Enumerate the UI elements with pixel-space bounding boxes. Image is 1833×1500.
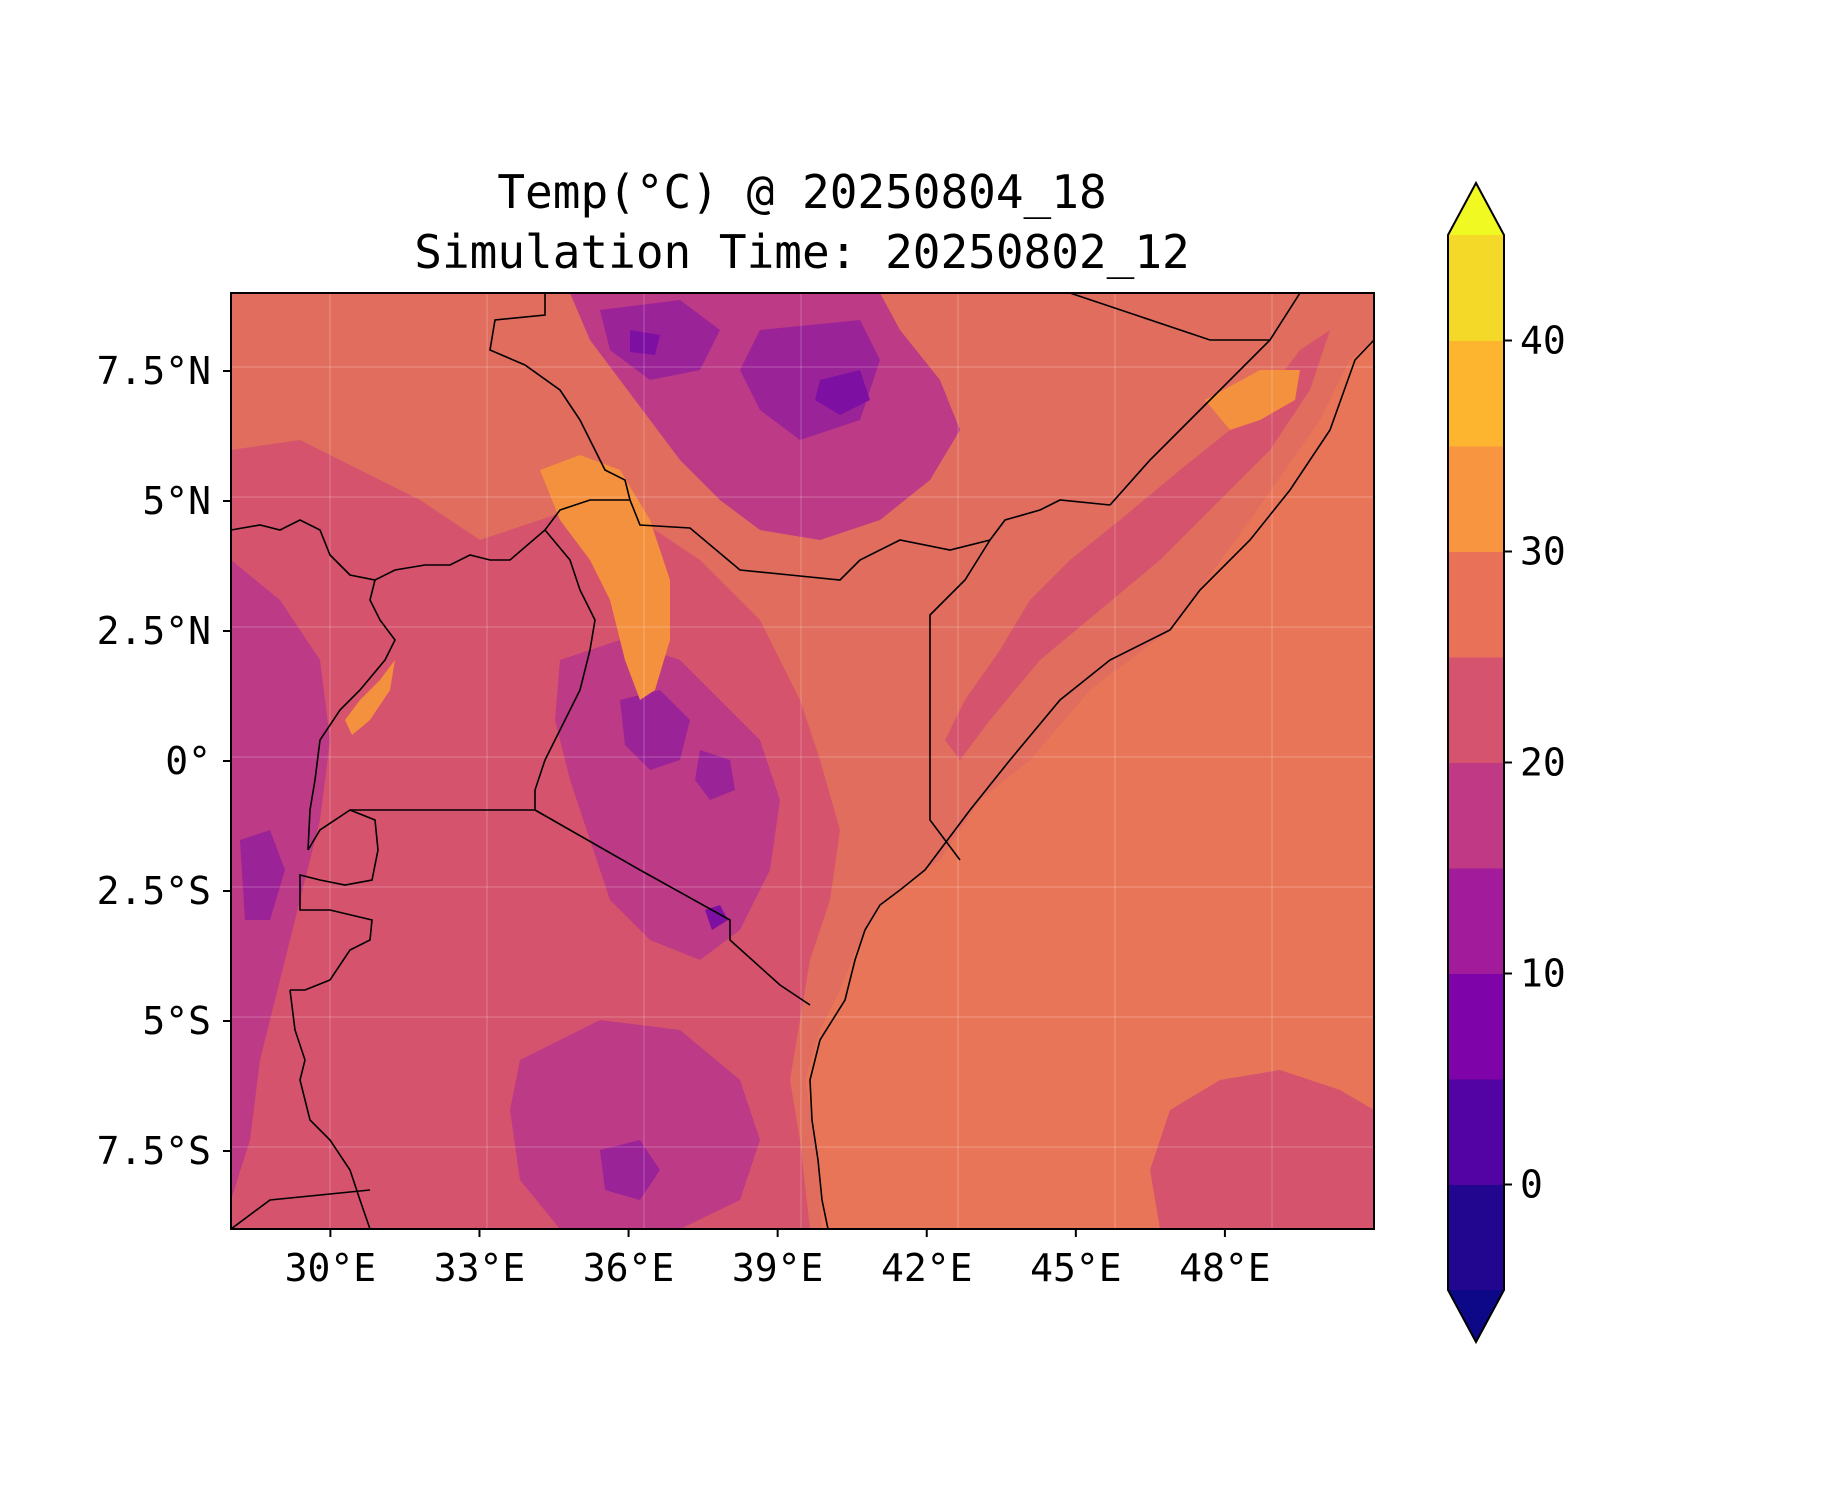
colorbar-level xyxy=(1448,657,1504,763)
kenya-tanzania-border xyxy=(534,809,811,1006)
y-tick-label: 7.5°N xyxy=(97,349,211,393)
uganda-kenya-border xyxy=(534,529,596,810)
indian-ocean-cool-patch xyxy=(1150,1070,1374,1229)
zambia-malawi-border xyxy=(231,1189,371,1229)
colorbar-tick-label: 20 xyxy=(1520,741,1566,785)
x-tick-label: 30°E xyxy=(285,1246,377,1290)
somalia-interior-band xyxy=(945,330,1330,760)
y-axis-ticks: 7.5°N 5°N 2.5°N 0° 2.5°S 5°S 7.5°S xyxy=(97,349,231,1173)
colorbar-level xyxy=(1448,551,1504,658)
colorbar-under-extension xyxy=(1448,1290,1504,1342)
y-tick-label: 5°S xyxy=(142,999,211,1043)
colorbar-outline xyxy=(1447,180,1505,1345)
turkana-hot-lowland xyxy=(540,455,670,700)
kenya-highlands-cold xyxy=(620,690,735,800)
rwanda-burundi-border xyxy=(290,809,379,991)
colorbar: 0 10 20 30 40 xyxy=(1447,180,1566,1345)
colorbar-tick-label: 40 xyxy=(1520,319,1566,363)
tanzania-southern-highlands-cold xyxy=(600,1140,660,1200)
map-title: Temp(°C) @ 20250804_18 xyxy=(497,165,1106,219)
kenya-somalia-border xyxy=(929,539,991,861)
ethiopia-kenya-border xyxy=(629,499,1111,581)
colorbar-level xyxy=(1448,1079,1504,1185)
x-tick-label: 45°E xyxy=(1030,1246,1122,1290)
map-panel xyxy=(231,293,1374,1229)
ethiopian-highlands-cold xyxy=(600,300,880,440)
y-tick-label: 2.5°N xyxy=(97,609,211,653)
colorbar-tick-label: 10 xyxy=(1520,952,1566,996)
x-tick-label: 48°E xyxy=(1179,1246,1271,1290)
colorbar-level xyxy=(1448,973,1504,1080)
kilimanjaro-peak xyxy=(705,905,728,930)
ethiopia-sudan-border xyxy=(489,293,631,501)
afar-hot-lowland xyxy=(1205,370,1300,430)
colorbar-over-extension xyxy=(1448,183,1504,235)
eritrea-djibouti-border xyxy=(1069,293,1270,341)
colorbar-level xyxy=(1448,1184,1504,1291)
graticule xyxy=(231,293,1374,1229)
colorbar-level xyxy=(1448,868,1504,974)
drc-tanzania-lake-border xyxy=(289,989,371,1229)
colorbar-level xyxy=(1448,340,1504,447)
map-subtitle: Simulation Time: 20250802_12 xyxy=(414,225,1189,279)
coastline xyxy=(809,339,1374,1229)
kenya-highlands xyxy=(555,640,780,960)
x-tick-label: 39°E xyxy=(732,1246,824,1290)
country-borders xyxy=(231,293,1374,1229)
x-axis-ticks: 30°E 33°E 36°E 39°E 42°E 45°E 48°E xyxy=(285,1229,1271,1290)
y-tick-label: 5°N xyxy=(142,479,211,523)
colorbar-level xyxy=(1448,762,1504,869)
colorbar-level xyxy=(1448,235,1504,341)
x-tick-label: 36°E xyxy=(583,1246,675,1290)
y-tick-label: 7.5°S xyxy=(97,1129,211,1173)
lake-tanganyika-shore-hot xyxy=(345,660,395,735)
colorbar-tick-label: 30 xyxy=(1520,530,1566,574)
ethiopian-peak xyxy=(630,330,870,415)
colorbar-level xyxy=(1448,446,1504,552)
uganda-drc-border xyxy=(307,579,396,851)
y-tick-label: 0° xyxy=(165,739,211,783)
great-lakes-region xyxy=(231,440,840,1229)
x-tick-label: 33°E xyxy=(434,1246,526,1290)
ethiopia-somalia-border xyxy=(1109,293,1301,506)
western-rift-cold xyxy=(240,830,285,920)
y-tick-label: 2.5°S xyxy=(97,869,211,913)
colorbar-tick-label: 0 xyxy=(1520,1163,1543,1207)
x-tick-label: 42°E xyxy=(881,1246,973,1290)
south-sudan-kenya-uganda-border xyxy=(231,499,630,581)
tanzania-southern-highlands xyxy=(510,1020,760,1229)
